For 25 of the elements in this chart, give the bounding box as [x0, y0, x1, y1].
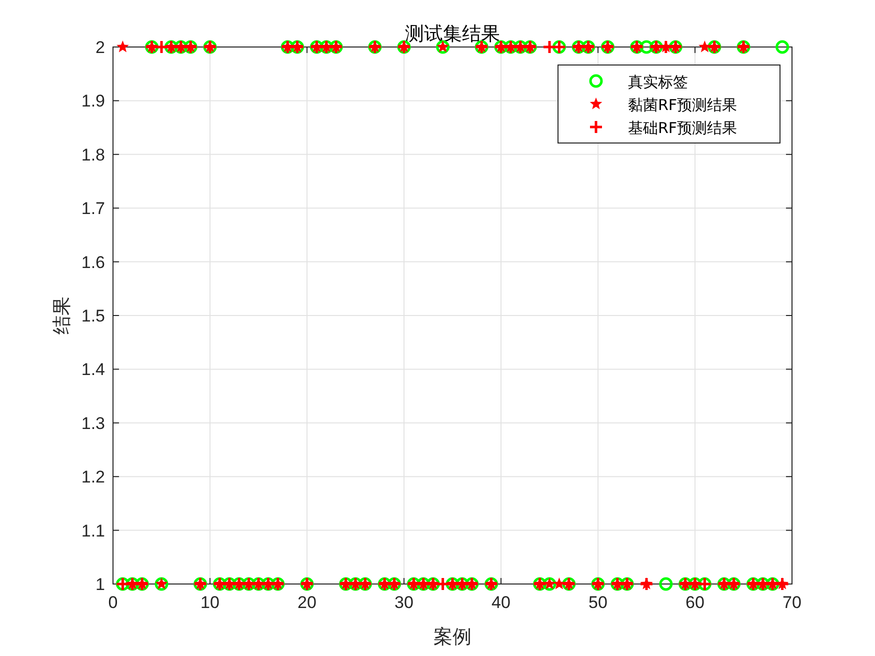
chart-title: 测试集结果: [405, 23, 500, 45]
y-tick-label: 1.7: [81, 199, 105, 218]
x-axis-title: 案例: [434, 626, 472, 648]
y-tick-label: 1: [96, 575, 105, 594]
x-tick-label: 70: [782, 593, 802, 612]
y-tick-label: 1.9: [81, 92, 105, 111]
x-tick-label: 30: [394, 593, 414, 612]
x-tick-label: 20: [298, 593, 316, 612]
legend-label: 真实标签: [628, 73, 688, 91]
x-tick-label: 60: [686, 593, 704, 612]
y-tick-label: 1.1: [81, 521, 105, 540]
x-tick-label: 40: [492, 593, 510, 612]
y-tick-label: 1.8: [81, 145, 105, 164]
x-tick-label: 0: [108, 593, 118, 612]
y-tick-label: 1.6: [81, 252, 105, 272]
legend-label: 基础RF预测结果: [628, 119, 738, 137]
x-tick-label: 50: [588, 593, 608, 612]
x-tick-label: 10: [200, 593, 220, 612]
y-axis-title: 结果: [51, 296, 73, 334]
y-tick-label: 2: [96, 38, 105, 57]
legend-label: 黏菌RF预测结果: [628, 96, 738, 114]
y-tick-label: 1.2: [81, 468, 105, 487]
y-tick-label: 1.5: [81, 306, 105, 326]
y-tick-label: 1.3: [81, 414, 105, 433]
y-tick-label: 1.4: [81, 360, 105, 380]
